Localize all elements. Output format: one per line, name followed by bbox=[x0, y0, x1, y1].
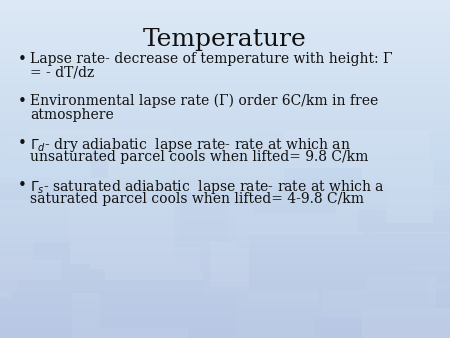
Text: atmosphere: atmosphere bbox=[30, 108, 114, 122]
Text: •: • bbox=[18, 94, 27, 109]
Text: saturated parcel cools when lifted= 4-9.8 C/km: saturated parcel cools when lifted= 4-9.… bbox=[30, 192, 364, 206]
Text: = - dT/dz: = - dT/dz bbox=[30, 66, 94, 80]
Text: •: • bbox=[18, 136, 27, 151]
Text: Temperature: Temperature bbox=[143, 28, 307, 51]
Text: •: • bbox=[18, 52, 27, 67]
Text: Lapse rate- decrease of temperature with height: Γ: Lapse rate- decrease of temperature with… bbox=[30, 52, 392, 66]
Text: •: • bbox=[18, 178, 27, 193]
Text: $\Gamma_d$- dry adiabatic  lapse rate- rate at which an: $\Gamma_d$- dry adiabatic lapse rate- ra… bbox=[30, 136, 351, 154]
Text: Environmental lapse rate (Γ) order 6C/km in free: Environmental lapse rate (Γ) order 6C/km… bbox=[30, 94, 378, 108]
Text: unsaturated parcel cools when lifted= 9.8 C/km: unsaturated parcel cools when lifted= 9.… bbox=[30, 150, 369, 164]
Text: $\Gamma_s$- saturated adiabatic  lapse rate- rate at which a: $\Gamma_s$- saturated adiabatic lapse ra… bbox=[30, 178, 385, 196]
